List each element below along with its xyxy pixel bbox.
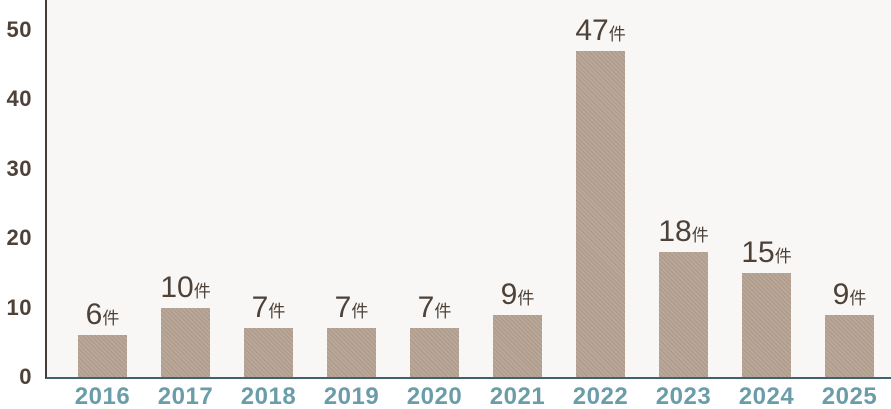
bar [576, 51, 625, 377]
bar-group: 9件 [476, 280, 559, 377]
x-axis-label: 2018 [240, 383, 297, 409]
bar-value-label: 7件 [335, 293, 369, 323]
bar-group: 15件 [725, 238, 808, 377]
bar-value-number: 9 [500, 278, 518, 311]
x-axis-label: 2021 [489, 383, 546, 409]
bar-value-number: 7 [334, 291, 352, 324]
bar [78, 335, 127, 377]
bar-value-unit: 件 [102, 309, 120, 328]
bar-value-number: 47 [575, 14, 609, 47]
bar-value-number: 7 [417, 291, 435, 324]
bar [161, 308, 210, 377]
bar-value-label: 10件 [160, 273, 210, 303]
bar [825, 315, 874, 377]
y-tick-label: 10 [6, 294, 32, 320]
bar-group: 9件 [808, 280, 891, 377]
bar-group: 18件 [642, 217, 725, 377]
y-tick-label: 20 [6, 225, 32, 251]
bar-value-unit: 件 [691, 226, 709, 245]
bar-value-number: 9 [832, 278, 850, 311]
y-tick-label: 30 [6, 155, 32, 181]
x-axis-label: 2023 [655, 383, 712, 409]
bar [410, 328, 459, 377]
x-axis-label: 2022 [572, 383, 629, 409]
x-axis-label: 2025 [821, 383, 878, 409]
bar-value-number: 6 [85, 298, 103, 331]
bar [327, 328, 376, 377]
y-axis: 0 10 20 30 40 50 [0, 0, 45, 389]
y-tick-label: 40 [6, 86, 32, 112]
bar [742, 273, 791, 377]
bar-group: 7件 [393, 293, 476, 377]
x-axis-label: 2019 [323, 383, 380, 409]
bar-value-label: 6件 [86, 300, 120, 330]
bar-group: 7件 [310, 293, 393, 377]
bar-group: 47件 [559, 16, 642, 377]
x-axis-label: 2017 [157, 383, 214, 409]
bar-value-unit: 件 [351, 302, 369, 321]
bar-value-label: 7件 [418, 293, 452, 323]
x-axis: 2016 2017 2018 2019 2020 2021 2022 2023 2024 2025 [47, 383, 891, 409]
x-axis-label: 2016 [74, 383, 131, 409]
bar-value-unit: 件 [774, 247, 792, 266]
bar-value-number: 10 [160, 271, 194, 304]
y-tick-label: 50 [6, 17, 32, 42]
bar [244, 328, 293, 377]
x-axis-label: 2024 [738, 383, 795, 409]
y-tick-label: 0 [19, 364, 32, 389]
x-axis-label: 2020 [406, 383, 463, 409]
bar-value-number: 18 [658, 215, 692, 248]
bar-value-unit: 件 [434, 302, 452, 321]
bar-value-label: 47件 [575, 16, 625, 46]
bar-value-number: 7 [251, 291, 269, 324]
bar-value-number: 15 [741, 236, 775, 269]
plot-area: 6件 10件 7件 7件 7件 9件 47件 18件 15件 9件 [45, 0, 891, 379]
bar-value-label: 9件 [501, 280, 535, 310]
bars-row: 6件 10件 7件 7件 7件 9件 47件 18件 15件 9件 [47, 0, 891, 377]
bar-value-unit: 件 [517, 289, 535, 308]
bar-value-label: 9件 [833, 280, 867, 310]
bar [659, 252, 708, 377]
bar-value-label: 7件 [252, 293, 286, 323]
bar-value-unit: 件 [608, 25, 626, 44]
bar-group: 7件 [227, 293, 310, 377]
bar-group: 10件 [144, 273, 227, 377]
bar-value-unit: 件 [193, 282, 211, 301]
bar-value-label: 18件 [658, 217, 708, 247]
bar [493, 315, 542, 377]
bar-group: 6件 [61, 300, 144, 377]
bar-value-unit: 件 [268, 302, 286, 321]
bar-value-label: 15件 [741, 238, 791, 268]
bar-value-unit: 件 [849, 289, 867, 308]
